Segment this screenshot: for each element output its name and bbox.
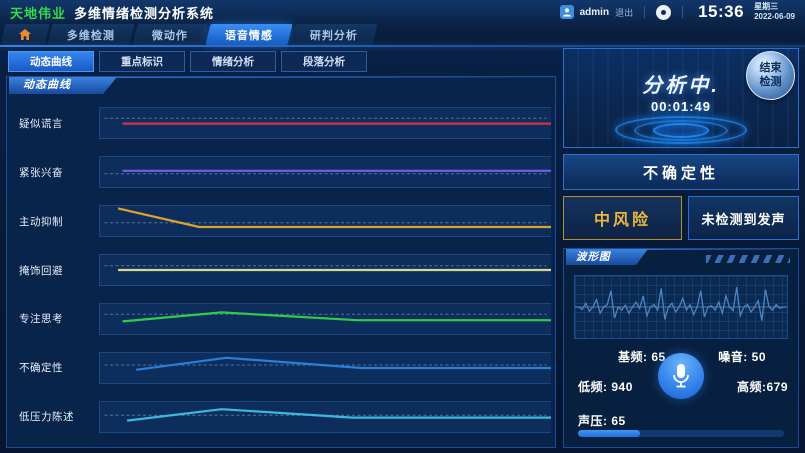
logout-button[interactable]: 退出 — [615, 7, 634, 18]
voice-status-badge: 未检测到发声 — [688, 196, 799, 240]
curve-label: 不确定性 — [19, 362, 63, 375]
end-detection-label-2: 检测 — [759, 75, 782, 88]
low-frequency-stat: 低频: 940 — [578, 380, 633, 394]
curve-strip — [99, 351, 551, 384]
curve-row: 专注思考 — [11, 294, 551, 343]
nav-separator — [0, 45, 805, 47]
clock-date: 星期三 2022-06-09 — [754, 2, 795, 21]
home-icon — [19, 29, 31, 40]
stripes-decoration — [706, 255, 790, 263]
analysis-status-text: 分析中. — [642, 75, 720, 97]
curve-strip — [99, 400, 551, 433]
microphone-button[interactable] — [658, 353, 704, 399]
curves-panel-title: 动态曲线 — [9, 77, 117, 94]
panel-header-line — [642, 249, 798, 250]
subtabs: 动态曲线 重点标识 情绪分析 段落分析 — [8, 51, 367, 72]
curve-strip — [99, 205, 551, 238]
nav-tab-0[interactable]: 多维检测 — [47, 24, 135, 45]
dominant-emotion-badge: 不确定性 — [563, 154, 799, 190]
date-label: 2022-06-09 — [754, 12, 795, 21]
end-detection-label-1: 结束 — [759, 62, 782, 75]
curve-row: 紧张兴奋 — [11, 148, 551, 197]
curve-strip — [99, 302, 551, 335]
high-frequency-stat: 高频:679 — [736, 380, 788, 394]
subtab-0[interactable]: 动态曲线 — [8, 51, 94, 72]
user-avatar-icon — [559, 5, 574, 19]
curve-strip — [99, 254, 551, 286]
nav-tab-1[interactable]: 微动作 — [132, 24, 208, 45]
analysis-status-panel: 分析中. 00:01:49 结束 检测 — [563, 48, 799, 148]
dynamic-curves-panel: 动态曲线 疑似谎言紧张兴奋主动抑制掩饰回避专注思考不确定性低压力陈述 — [6, 76, 556, 448]
base-frequency-stat: 基频: 65 — [618, 350, 666, 364]
glow-rings-decoration — [614, 114, 748, 144]
subtab-1[interactable]: 重点标识 — [99, 51, 185, 72]
curve-label: 疑似谎言 — [19, 117, 63, 130]
nav-tab-3[interactable]: 研判分析 — [290, 24, 378, 45]
divider — [644, 6, 646, 18]
curve-row: 疑似谎言 — [11, 99, 551, 148]
brand-logo: 天地伟业 — [10, 5, 67, 21]
nav-tab-2[interactable]: 语音情感 — [205, 24, 293, 45]
waveform-chart — [574, 275, 788, 339]
power-icon[interactable] — [656, 4, 672, 20]
user-area: admin 退出 15:36 星期三 2022-06-09 — [559, 2, 795, 22]
clock-time: 15:36 — [698, 2, 745, 21]
divider — [682, 6, 684, 18]
curve-rows: 疑似谎言紧张兴奋主动抑制掩饰回避专注思考不确定性低压力陈述 — [11, 99, 551, 441]
curve-label: 紧张兴奋 — [19, 166, 63, 179]
curve-label: 掩饰回避 — [19, 264, 63, 277]
curve-row: 主动抑制 — [11, 197, 551, 246]
microphone-icon — [673, 364, 689, 388]
panel-header-line — [111, 77, 555, 78]
waveform-panel-title: 波形图 — [566, 249, 648, 265]
end-detection-button[interactable]: 结束 检测 — [746, 51, 795, 100]
curve-row: 不确定性 — [11, 343, 551, 392]
curve-row: 掩饰回避 — [11, 246, 551, 295]
curve-row: 低压力陈述 — [11, 392, 551, 441]
risk-level-badge: 中风险 — [563, 196, 682, 240]
subtab-2[interactable]: 情绪分析 — [190, 51, 276, 72]
analysis-timer: 00:01:49 — [650, 99, 712, 114]
nav-tabs: 多维检测 微动作 语音情感 研判分析 — [47, 24, 378, 45]
curve-strip — [99, 107, 551, 140]
home-tab[interactable] — [0, 24, 50, 45]
waveform-panel: 波形图 基频: 65 噪音: 50 低频: 940 高频:679 声压: 65 — [563, 248, 799, 448]
app-header: 天地伟业 多维情绪检测分析系统 admin 退出 15:36 星期三 2022-… — [0, 0, 805, 24]
sound-pressure-fill — [578, 430, 640, 437]
curve-label: 专注思考 — [19, 313, 63, 326]
sound-pressure-bar — [578, 430, 784, 437]
curve-label: 低压力陈述 — [19, 411, 74, 424]
noise-stat: 噪音: 50 — [718, 350, 766, 364]
curve-strip — [99, 156, 551, 189]
main-nav: 多维检测 微动作 语音情感 研判分析 — [0, 24, 805, 45]
username-label: admin — [579, 6, 610, 18]
page-title: 多维情绪检测分析系统 — [74, 5, 215, 21]
curve-label: 主动抑制 — [19, 215, 63, 228]
sound-pressure-stat: 声压: 65 — [578, 414, 626, 428]
weekday-label: 星期三 — [754, 2, 779, 12]
subtab-3[interactable]: 段落分析 — [281, 51, 367, 72]
